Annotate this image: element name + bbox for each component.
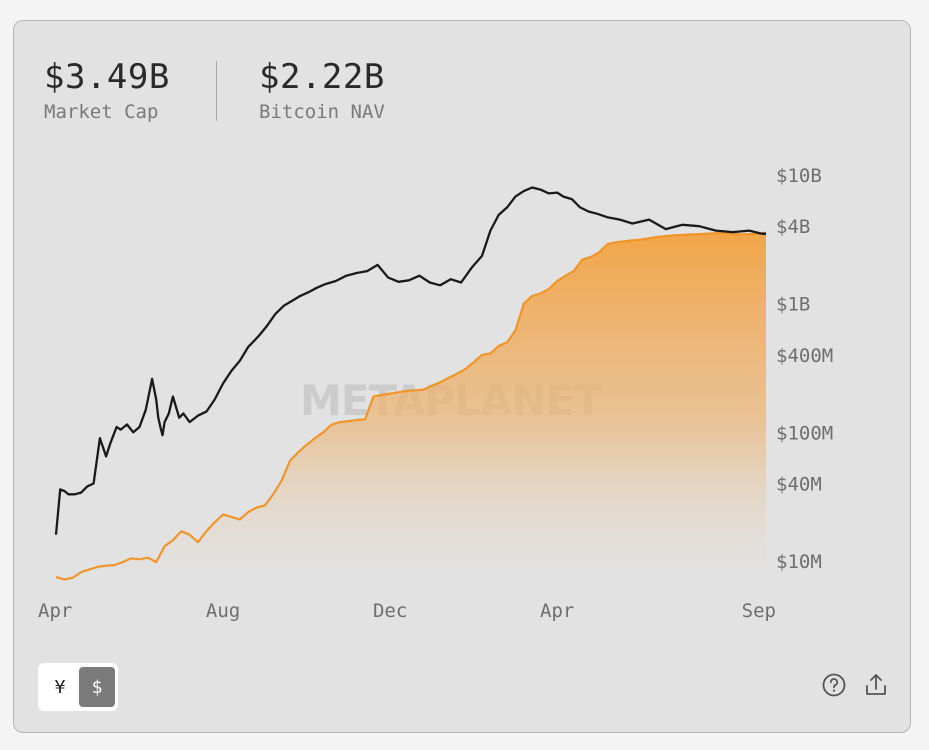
y-tick-label: $100M <box>776 422 833 444</box>
market-cap-label: Market Cap <box>44 101 159 123</box>
bitcoin-nav-value: $2.22B <box>259 57 385 97</box>
y-tick-label: $400M <box>776 345 833 367</box>
share-upload-icon[interactable] <box>862 671 890 699</box>
currency-toggle: ¥ $ <box>38 663 118 711</box>
bitcoin-nav-area <box>56 232 766 580</box>
bitcoin-nav-stat: $2.22B Bitcoin NAV <box>259 57 385 125</box>
y-tick-label: $40M <box>776 474 822 496</box>
usd-toggle-button[interactable]: $ <box>79 667 115 707</box>
market-cap-line <box>54 186 767 535</box>
yen-toggle-button[interactable]: ¥ <box>54 676 66 698</box>
x-tick-label: Apr <box>540 600 574 622</box>
y-tick-label: $1B <box>776 294 810 316</box>
market-cap-value: $3.49B <box>44 57 170 97</box>
help-icon[interactable] <box>820 671 848 699</box>
y-tick-label: $10B <box>776 165 822 187</box>
x-tick-label: Aug <box>206 600 240 622</box>
x-tick-label: Apr <box>38 600 72 622</box>
y-tick-label: $4B <box>776 216 810 238</box>
bitcoin-nav-label: Bitcoin NAV <box>259 101 385 123</box>
chart-card: $3.49B Market Cap $2.22B Bitcoin NAV MET… <box>13 20 911 733</box>
market-cap-stat: $3.49B Market Cap <box>44 57 170 125</box>
y-tick-label: $10M <box>776 551 822 573</box>
market-cap-nav-chart[interactable]: METAPLANET $10B$4B$1B$400M$100M$40M$10MA… <box>14 21 912 734</box>
x-tick-label: Dec <box>373 600 407 622</box>
bitcoin-nav-line <box>55 231 767 581</box>
stat-divider <box>216 61 217 121</box>
x-tick-label: Sep <box>742 600 776 622</box>
